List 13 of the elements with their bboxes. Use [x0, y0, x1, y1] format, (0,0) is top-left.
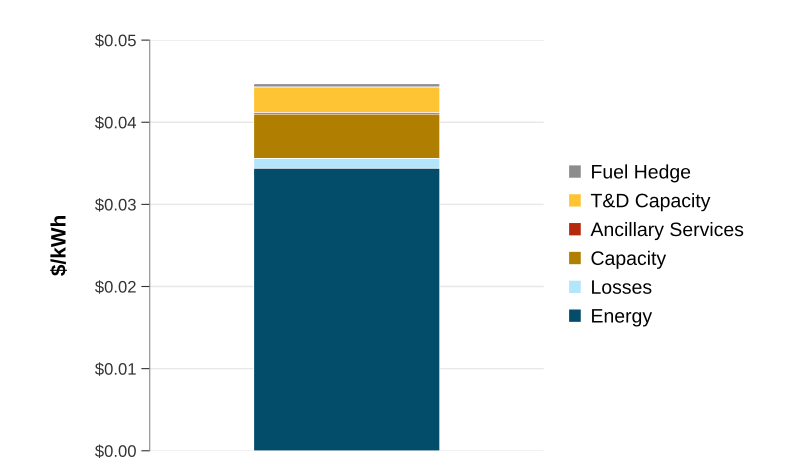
legend-label: Fuel Hedge: [592, 164, 690, 182]
legend-label: Ancillary Services: [590, 222, 744, 240]
legend-label: Energy: [592, 309, 652, 327]
legend-label: Capacity: [591, 250, 666, 269]
legend-label: Losses: [592, 280, 652, 294]
y-tick-label: $0.00: [95, 444, 136, 458]
y-tick-label: $0.02: [95, 280, 136, 294]
legend-label: T&D Capacity: [590, 193, 710, 212]
y-tick-label: $0.03: [95, 198, 136, 212]
y-tick-label: $0.05: [95, 34, 136, 48]
y-tick-label: $0.01: [95, 362, 136, 376]
y-tick-label: $0.04: [95, 116, 136, 130]
y-axis-title: $/kWh: [50, 216, 68, 276]
